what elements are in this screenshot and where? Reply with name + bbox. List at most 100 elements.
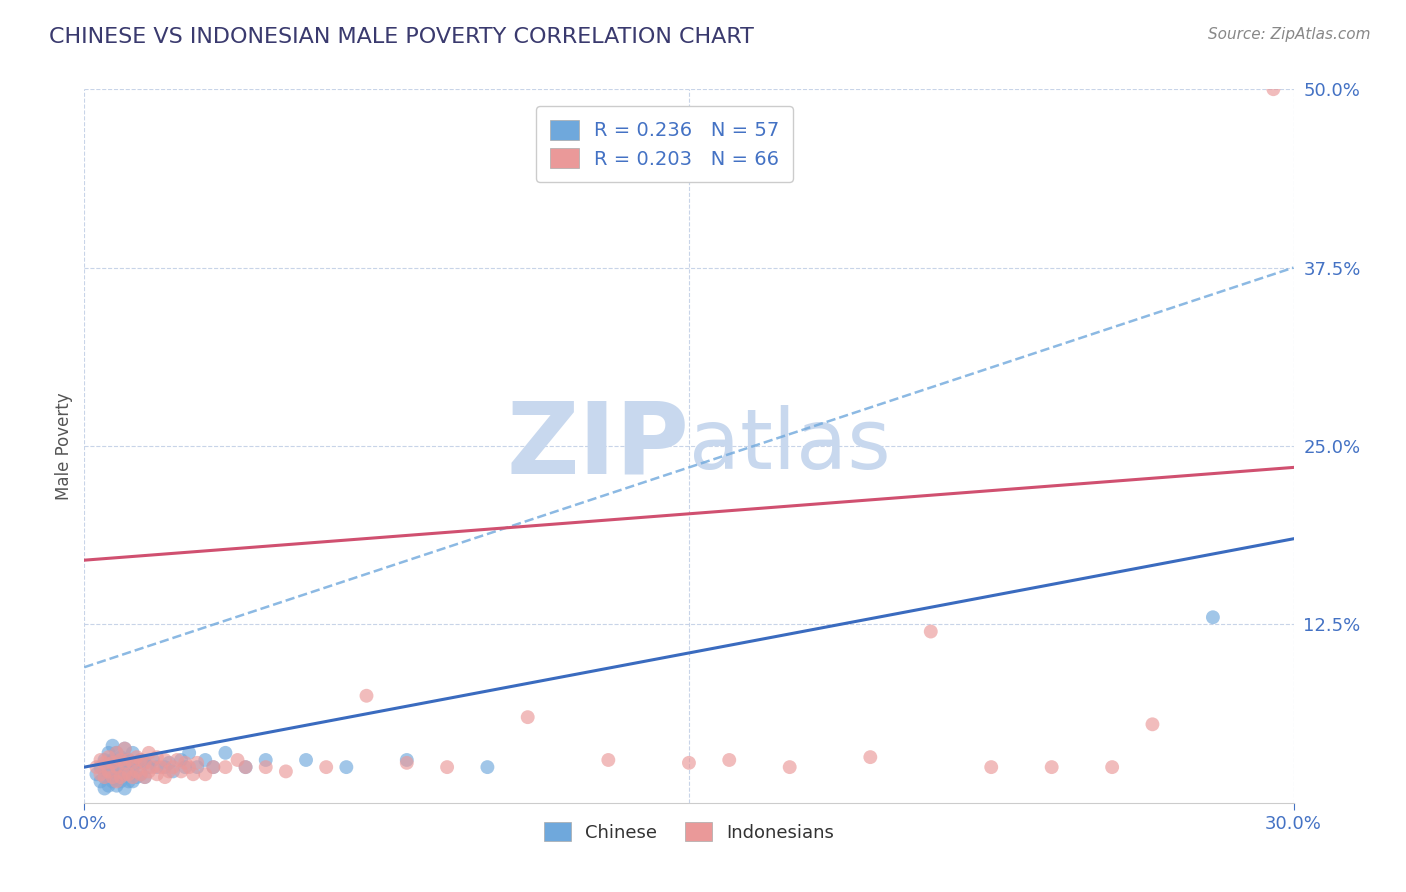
Point [125, 756, 148, 770]
Text: ZIP: ZIP [506, 398, 689, 494]
Point [1101, 760, 1123, 774]
Point [859, 750, 882, 764]
Point [97, 746, 120, 760]
Point [170, 764, 193, 779]
Point [1263, 82, 1285, 96]
Point [101, 756, 124, 770]
Point [89, 767, 111, 781]
Legend: Chinese, Indonesians: Chinese, Indonesians [534, 814, 844, 851]
Point [114, 767, 136, 781]
Point [157, 764, 180, 779]
Text: Source: ZipAtlas.com: Source: ZipAtlas.com [1208, 27, 1371, 42]
Point [254, 760, 277, 774]
Point [146, 750, 169, 764]
Point [121, 770, 143, 784]
Point [174, 756, 197, 770]
Point [779, 760, 801, 774]
Point [105, 746, 128, 760]
Point [93, 770, 115, 784]
Point [97, 767, 120, 781]
Point [214, 746, 236, 760]
Point [153, 753, 176, 767]
Point [121, 756, 143, 770]
Point [114, 741, 136, 756]
Point [146, 760, 169, 774]
Text: atlas: atlas [689, 406, 890, 486]
Point [93, 756, 115, 770]
Point [235, 760, 257, 774]
Point [101, 774, 124, 789]
Text: CHINESE VS INDONESIAN MALE POVERTY CORRELATION CHART: CHINESE VS INDONESIAN MALE POVERTY CORRE… [49, 27, 754, 46]
Point [129, 767, 152, 781]
Point [101, 739, 124, 753]
Point [134, 756, 156, 770]
Point [89, 753, 111, 767]
Point [678, 756, 700, 770]
Point [142, 760, 165, 774]
Point [129, 753, 152, 767]
Point [162, 764, 184, 779]
Point [202, 760, 225, 774]
Point [105, 774, 128, 789]
Point [134, 756, 156, 770]
Point [179, 760, 201, 774]
Point [114, 781, 136, 796]
Point [97, 764, 120, 779]
Point [162, 760, 184, 774]
Point [105, 770, 128, 784]
Point [114, 756, 136, 770]
Point [920, 624, 942, 639]
Point [516, 710, 538, 724]
Point [395, 753, 418, 767]
Point [170, 753, 193, 767]
Point [105, 746, 128, 760]
Point [295, 753, 318, 767]
Point [93, 770, 115, 784]
Point [1202, 610, 1225, 624]
Point [129, 753, 152, 767]
Point [118, 767, 141, 781]
Point [114, 753, 136, 767]
Point [142, 753, 165, 767]
Point [166, 753, 188, 767]
Point [186, 760, 208, 774]
Point [97, 779, 120, 793]
Point [105, 779, 128, 793]
Point [134, 770, 156, 784]
Point [89, 760, 111, 774]
Point [110, 753, 132, 767]
Point [235, 760, 257, 774]
Point [121, 746, 143, 760]
Point [125, 764, 148, 779]
Point [86, 767, 108, 781]
Point [186, 756, 208, 770]
Point [101, 770, 124, 784]
Point [129, 767, 152, 781]
Point [214, 760, 236, 774]
Point [110, 760, 132, 774]
Point [101, 753, 124, 767]
Point [118, 753, 141, 767]
Point [226, 753, 249, 767]
Point [114, 741, 136, 756]
Point [134, 770, 156, 784]
Point [153, 770, 176, 784]
Point [125, 770, 148, 784]
Point [274, 764, 297, 779]
Point [101, 764, 124, 779]
Point [153, 760, 176, 774]
Point [105, 760, 128, 774]
Point [121, 774, 143, 789]
Point [110, 770, 132, 784]
Y-axis label: Male Poverty: Male Poverty [55, 392, 73, 500]
Point [118, 764, 141, 779]
Point [138, 764, 160, 779]
Point [110, 750, 132, 764]
Point [138, 760, 160, 774]
Point [179, 746, 201, 760]
Point [335, 760, 357, 774]
Point [118, 774, 141, 789]
Point [356, 689, 378, 703]
Point [980, 760, 1002, 774]
Point [138, 746, 160, 760]
